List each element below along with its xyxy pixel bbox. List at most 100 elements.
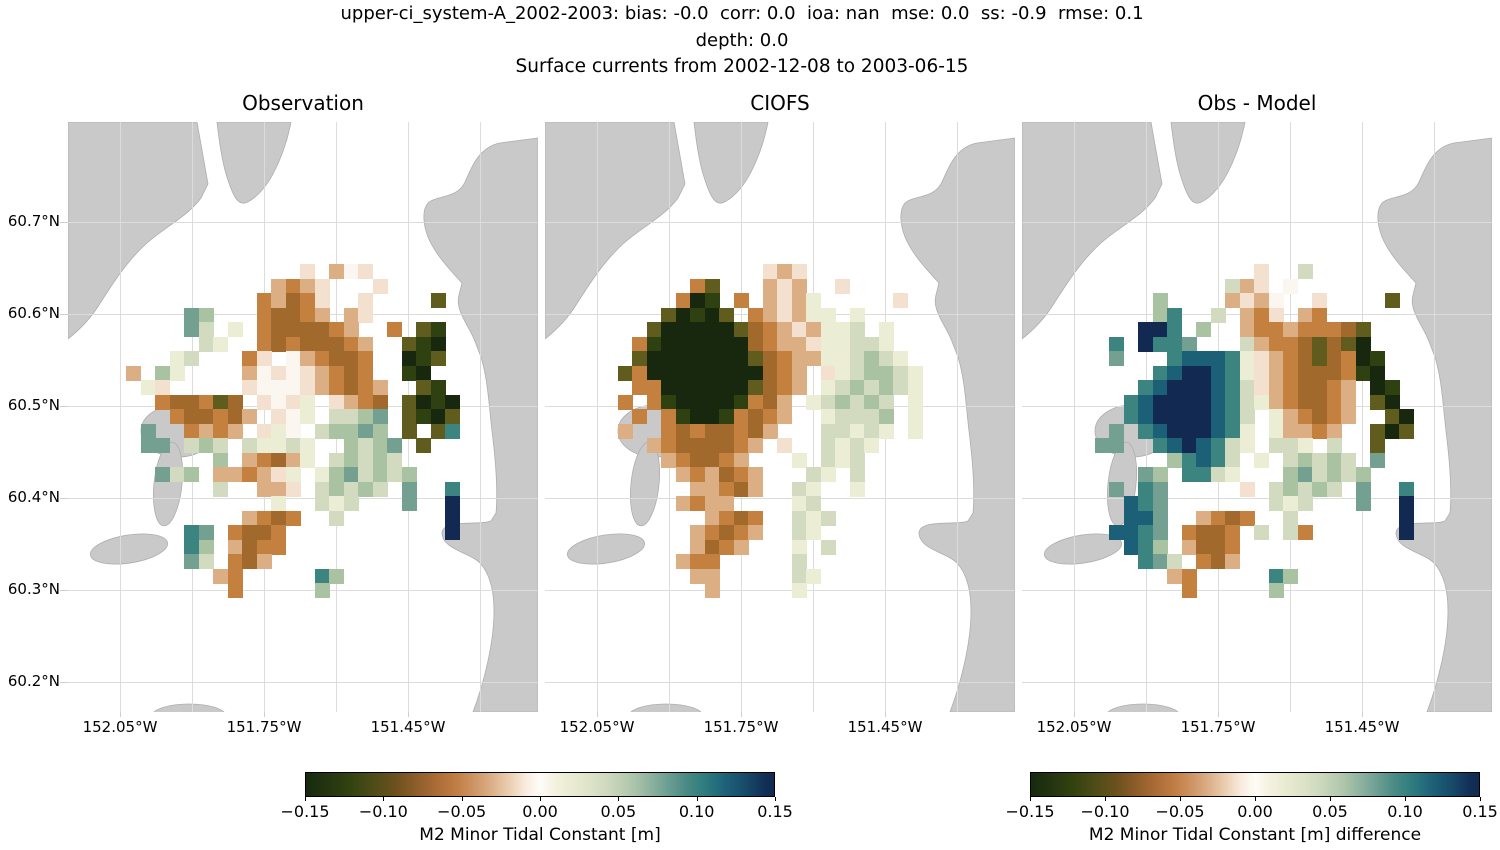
heatmap-cell [271,423,286,439]
heatmap-cell [1210,380,1226,395]
heatmap-cell [242,438,257,453]
heatmap-cell [719,394,734,410]
heatmap-cell [748,525,763,540]
heatmap-cell [835,278,850,294]
heatmap-cell [791,481,807,497]
heatmap-cell [1268,438,1284,453]
heatmap-cell [1210,438,1226,453]
heatmap-cell [1138,322,1153,337]
heatmap-cell [690,380,705,395]
heatmap-cell [675,438,691,453]
heatmap-cell [1167,409,1182,424]
heatmap-cell [632,380,647,395]
heatmap-cell [733,438,749,453]
heatmap-cell [343,394,359,410]
heatmap-cell [1370,438,1385,453]
heatmap-cell [791,351,807,366]
heatmap-cell [777,380,792,395]
heatmap-cell [184,525,199,540]
heatmap-cell [704,452,720,468]
heatmap-cell [343,365,359,381]
heatmap-cell [198,307,214,323]
heatmap-cell [1268,409,1284,424]
heatmap-cell [1312,452,1327,468]
heatmap-cell [1254,394,1269,410]
heatmap-cell [343,380,359,395]
heatmap-cell [1152,438,1168,453]
heatmap-cell [864,365,879,381]
colorbar-tick-label: 0.05 [1312,802,1348,821]
heatmap-cell [820,467,836,482]
heatmap-cell [314,351,330,366]
heatmap-cell [1355,322,1371,337]
heatmap-cell [907,423,923,439]
colorbar-main: M2 Minor Tidal Constant [m] −0.15 −0.10 −0… [280,772,793,845]
heatmap-cell [1384,380,1400,395]
heatmap-cell [314,336,330,352]
heatmap-cell [430,394,446,410]
heatmap-cell [849,380,865,395]
heatmap-cell [1167,365,1182,381]
heatmap-cell [1196,510,1211,526]
heatmap-cell [1210,510,1226,526]
heatmap-cell [1254,351,1269,366]
heatmap-cell [300,278,315,294]
heatmap-cell [329,264,344,279]
heatmap-cell [748,409,763,424]
heatmap-cell [387,438,402,453]
heatmap-cell [719,380,734,395]
heatmap-cell [733,380,749,395]
heatmap-cell [849,438,865,453]
heatmap-cell [227,568,243,584]
colorbar-tick-mark [1179,797,1181,801]
heatmap-cell [1152,307,1168,323]
heatmap-cell [719,525,734,540]
heatmap-cell [791,583,807,598]
heatmap-cell [256,467,272,482]
heatmap-cell [690,452,705,468]
gridline-horizontal [545,498,1015,499]
heatmap-cell [430,336,446,352]
heatmap-cell [1370,380,1385,395]
heatmap-cell [690,496,705,511]
heatmap-cell [849,365,865,381]
heatmap-cell [1123,496,1139,511]
heatmap-cell [416,322,431,337]
heatmap-cell [1370,423,1385,439]
heatmap-cell [646,394,662,410]
heatmap-cell [343,264,359,279]
heatmap-cell [1370,452,1385,468]
heatmap-cell [762,336,778,352]
heatmap-cell [1196,409,1211,424]
heatmap-cell [256,510,272,526]
heatmap-cell [1152,409,1168,424]
heatmap-cell [791,278,807,294]
heatmap-cell [1341,365,1356,381]
heatmap-cell [271,336,286,352]
heatmap-cell [271,380,286,395]
heatmap-cell [1225,467,1240,482]
heatmap-cell [820,322,836,337]
heatmap-cell [762,264,778,279]
heatmap-cell [227,423,243,439]
heatmap-cell [1196,539,1211,555]
gridline-horizontal [1022,498,1492,499]
heatmap-cell [1283,278,1298,294]
heatmap-cell [314,583,330,598]
heatmap-cell [675,336,691,352]
x-tick-label: 151.45°W [370,718,446,736]
heatmap-cell [184,351,199,366]
colorbar-tick-label: −0.05 [1155,802,1205,821]
heatmap-cell [661,380,676,395]
heatmap-cell [1312,307,1327,323]
heatmap-cell [690,409,705,424]
heatmap-cell [791,264,807,279]
heatmap-cell [285,394,301,410]
x-tick-mark [597,712,598,717]
heatmap-cell [256,293,272,308]
heatmap-cell [661,336,676,352]
heatmap-cell [748,481,763,497]
title-daterange: Surface currents from 2002-12-08 to 2003… [515,56,969,77]
heatmap-cell [227,525,243,540]
heatmap-cell [806,496,821,511]
